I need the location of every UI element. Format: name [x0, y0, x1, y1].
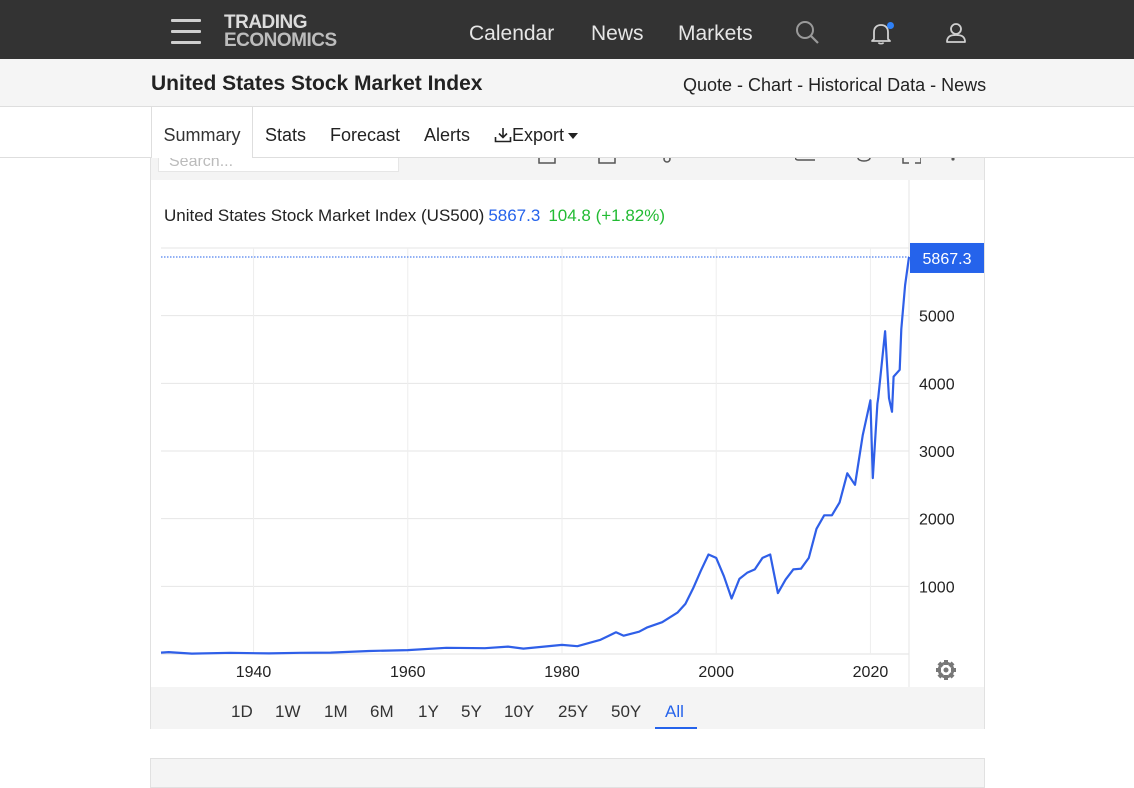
range-selector: 1D 1W 1M 6M 1Y 5Y 10Y 25Y 50Y All	[151, 687, 984, 729]
x-tick-label: 2000	[698, 664, 734, 681]
compare-icon[interactable]	[597, 158, 617, 166]
annotation-icon[interactable]	[795, 158, 815, 166]
top-navbar: TRADING ECONOMICS Calendar News Markets	[0, 0, 1134, 59]
active-range-indicator	[655, 727, 697, 729]
gear-icon[interactable]	[936, 660, 956, 680]
tab-summary[interactable]: Summary	[151, 107, 253, 158]
range-5y[interactable]: 5Y	[461, 702, 482, 721]
menu-icon[interactable]	[171, 19, 201, 45]
nav-calendar[interactable]: Calendar	[469, 22, 555, 45]
tabs-bar: Summary Stats Forecast Alerts Export	[0, 107, 1134, 158]
x-tick-label: 1980	[544, 664, 580, 681]
link-chart[interactable]: Chart	[748, 75, 793, 95]
range-1d[interactable]: 1D	[231, 702, 253, 721]
tab-forecast[interactable]: Forecast	[330, 125, 401, 145]
range-1w[interactable]: 1W	[275, 702, 301, 721]
page-title: United States Stock Market Index	[151, 72, 483, 95]
download-icon	[494, 128, 512, 143]
tab-stats[interactable]: Stats	[265, 125, 307, 145]
range-all[interactable]: All	[665, 702, 684, 721]
range-25y[interactable]: 25Y	[558, 702, 589, 721]
export-dropdown[interactable]: Export	[494, 125, 579, 146]
notification-dot	[887, 22, 894, 29]
database-icon[interactable]	[854, 158, 874, 166]
user-icon[interactable]	[943, 20, 969, 46]
y-tick-label: 5000	[919, 309, 955, 326]
quick-links: Quote - Chart - Historical Data - News	[683, 75, 987, 95]
range-6m[interactable]: 6M	[370, 702, 394, 721]
chart-search-input[interactable]: Search...	[158, 158, 399, 172]
more-icon[interactable]	[947, 158, 967, 166]
x-tick-label: 2020	[853, 664, 889, 681]
interval-icon[interactable]	[429, 158, 449, 166]
range-50y[interactable]: 50Y	[611, 702, 642, 721]
series-label: United States Stock Market Index (US500)	[164, 206, 485, 225]
fullscreen-icon[interactable]	[901, 158, 921, 166]
range-1y[interactable]: 1Y	[418, 702, 439, 721]
x-tick-label: 1940	[236, 664, 272, 681]
chart-type-icon[interactable]	[537, 158, 557, 166]
y-tick-label: 3000	[919, 444, 955, 461]
nav-news[interactable]: News	[591, 22, 644, 45]
y-tick-label: 2000	[919, 512, 955, 529]
tab-alerts[interactable]: Alerts	[424, 125, 471, 145]
current-price: 5867.3	[488, 206, 541, 225]
price-chart[interactable]: 1000200030004000500060001940196019802000…	[151, 180, 984, 687]
chart-panel: Search... United States Stock Market Ind…	[150, 158, 985, 729]
title-bar: United States Stock Market Index Quote - C…	[0, 59, 1134, 107]
last-price-label: 5867.3	[923, 251, 972, 268]
table-header	[150, 758, 985, 788]
nav-markets[interactable]: Markets	[678, 22, 753, 45]
search-icon[interactable]	[795, 20, 821, 46]
indicator-icon[interactable]	[657, 158, 677, 166]
range-10y[interactable]: 10Y	[504, 702, 535, 721]
price-change: 104.8 (+1.82%)	[548, 206, 666, 225]
range-1m[interactable]: 1M	[324, 702, 348, 721]
logo[interactable]: TRADING ECONOMICS	[224, 12, 337, 51]
x-tick-label: 1960	[390, 664, 426, 681]
y-tick-label: 4000	[919, 376, 955, 393]
link-news[interactable]: News	[941, 75, 987, 95]
bell-icon[interactable]	[868, 20, 894, 46]
series-line	[160, 256, 911, 655]
last-price-badge	[910, 242, 984, 273]
chevron-down-icon	[568, 133, 579, 140]
link-quote[interactable]: Quote	[683, 75, 733, 95]
chart-toolbar: Search...	[151, 158, 984, 180]
link-historical-data[interactable]: Historical Data	[808, 75, 926, 95]
y-tick-label: 1000	[919, 579, 955, 596]
chart-header: United States Stock Market Index (US500)…	[164, 206, 665, 226]
